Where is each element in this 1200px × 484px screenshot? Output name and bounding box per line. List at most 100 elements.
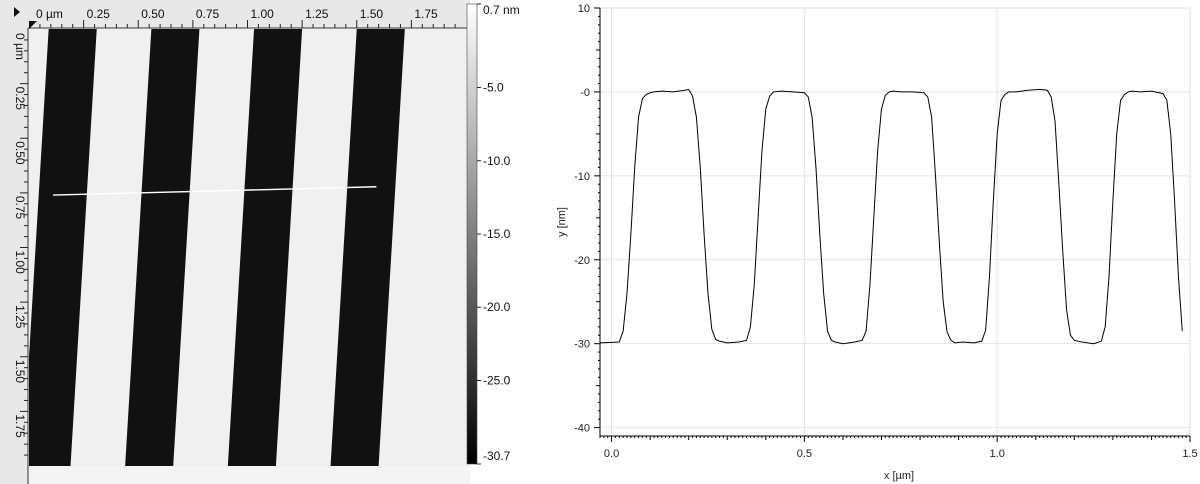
- afm-y-tick-labels: 0.25 0.50 0.75 1.00 1.25 1.50 1.75: [13, 87, 27, 438]
- data-point: [599, 342, 600, 343]
- data-point: [873, 217, 874, 218]
- data-point: [862, 340, 863, 341]
- afm-y-tick-label: 0.50: [13, 141, 27, 165]
- data-point: [661, 90, 662, 91]
- y-ticks: [594, 7, 600, 429]
- data-point: [619, 341, 620, 342]
- data-point: [1116, 133, 1117, 134]
- data-point: [1101, 341, 1102, 342]
- data-point: [1132, 90, 1133, 91]
- afm-y-tick-label: 0.75: [13, 196, 27, 220]
- data-point: [1120, 100, 1121, 101]
- data-point: [1058, 184, 1059, 185]
- data-point: [773, 91, 774, 92]
- data-point: [946, 331, 947, 332]
- data-point: [650, 92, 651, 93]
- y-axis-label: y [nm]: [556, 207, 568, 237]
- data-point: [892, 90, 893, 91]
- data-point: [1074, 340, 1075, 341]
- data-point: [1174, 200, 1175, 201]
- x-axis-label: x [µm]: [884, 470, 914, 482]
- afm-x-tick-label: 1.25: [305, 7, 329, 21]
- colorbar-label: -25.0: [483, 373, 511, 387]
- dark-stripe: [330, 29, 405, 466]
- data-point: [997, 133, 998, 134]
- data-point: [1128, 91, 1129, 92]
- y-tick-label: 10: [578, 3, 590, 15]
- data-point: [973, 342, 974, 343]
- afm-x-tick-label: 0.25: [87, 7, 111, 21]
- afm-x-tick-label: 0.50: [141, 7, 165, 21]
- x-tick-label: 1.0: [990, 448, 1005, 460]
- data-point: [623, 330, 624, 331]
- plot-area-border: [599, 7, 1191, 437]
- data-point: [1047, 90, 1048, 91]
- afm-x-tick-labels: 0.25 0.50 0.75 1.00 1.25 1.50 1.75: [87, 7, 438, 21]
- y-tick-label: -20: [574, 255, 590, 267]
- data-point: [1139, 91, 1140, 92]
- data-point: [1016, 91, 1017, 92]
- expand-arrow-icon[interactable]: [14, 7, 20, 17]
- data-point: [819, 234, 820, 235]
- data-point: [1070, 335, 1071, 336]
- data-point: [943, 301, 944, 302]
- data-point: [707, 293, 708, 294]
- y-tick-label: -40: [574, 423, 590, 435]
- profile-chart: 10 -0 -10 -20 -30 -40 0.0 0.5 1.0 1.5 x [µm] y […: [556, 3, 1198, 482]
- data-point: [761, 150, 762, 151]
- data-point: [700, 167, 701, 168]
- afm-x-unit-label: 0 µm: [36, 7, 63, 21]
- colorbar-label: -20.0: [483, 300, 511, 314]
- afm-height-map[interactable]: [22, 29, 466, 466]
- data-point: [1124, 94, 1125, 95]
- x-tick-label: 1.5: [1182, 448, 1197, 460]
- data-point: [630, 234, 631, 235]
- data-point: [1008, 91, 1009, 92]
- data-point: [653, 91, 654, 92]
- data-point: [808, 96, 809, 97]
- data-point: [715, 339, 716, 340]
- data-point: [827, 330, 828, 331]
- data-point: [769, 96, 770, 97]
- data-point: [985, 330, 986, 331]
- colorbar-label: -15.0: [483, 227, 511, 241]
- data-point: [684, 90, 685, 91]
- afm-ruler-ticks: [20, 20, 456, 456]
- data-point: [912, 91, 913, 92]
- data-point: [1093, 343, 1094, 344]
- data-point: [927, 96, 928, 97]
- afm-x-tick-label: 1.50: [360, 7, 384, 21]
- data-point: [889, 91, 890, 92]
- data-point: [765, 108, 766, 109]
- colorbar-label: 0.7 nm: [483, 3, 520, 17]
- x-tick-label: 0.5: [797, 448, 812, 460]
- afm-stripes: [29, 29, 405, 466]
- data-point: [993, 200, 994, 201]
- colorbar-label: -30.7: [483, 449, 511, 463]
- afm-y-tick-label: 1.25: [13, 305, 27, 329]
- data-point: [954, 342, 955, 343]
- data-point: [746, 340, 747, 341]
- data-point: [1062, 251, 1063, 252]
- y-tick-label: -30: [574, 339, 590, 351]
- data-point: [1000, 100, 1001, 101]
- data-point: [1112, 200, 1113, 201]
- afm-x-tick-label: 1.00: [251, 7, 275, 21]
- afm-y-unit-label: 0 µm: [13, 33, 27, 60]
- data-point: [696, 116, 697, 117]
- data-point: [885, 95, 886, 96]
- data-point: [869, 284, 870, 285]
- profile-series-points: [599, 89, 1182, 344]
- data-point: [881, 108, 882, 109]
- colorbar-label: -5.0: [483, 81, 504, 95]
- data-point: [711, 329, 712, 330]
- data-point: [989, 276, 990, 277]
- afm-y-tick-label: 1.50: [13, 360, 27, 384]
- data-point: [1108, 276, 1109, 277]
- y-tick-labels: 10 -0 -10 -20 -30 -40: [574, 3, 590, 435]
- afm-x-tick-label: 1.75: [414, 7, 438, 21]
- data-point: [781, 90, 782, 91]
- colorbar-ticks: [477, 3, 481, 465]
- data-point: [1081, 341, 1082, 342]
- line-profile-marker[interactable]: [53, 186, 377, 196]
